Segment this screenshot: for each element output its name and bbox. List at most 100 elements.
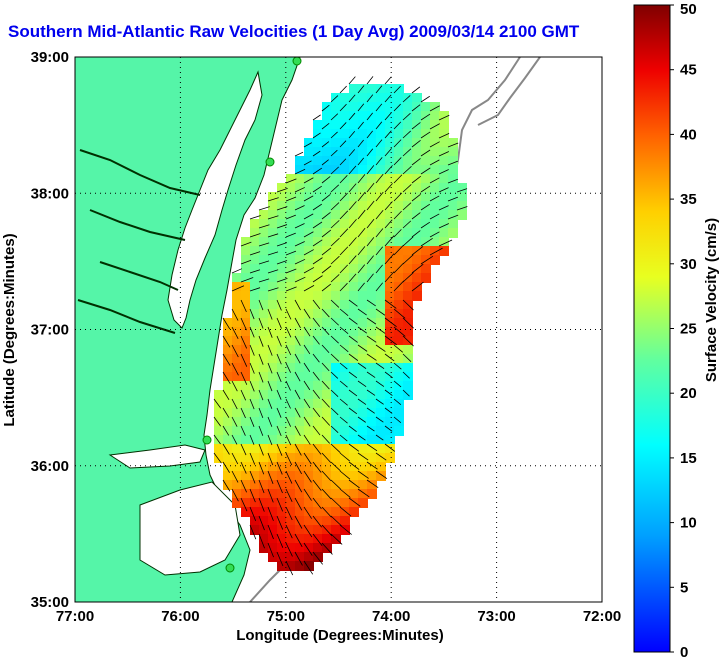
velocity-cell (250, 237, 260, 247)
velocity-cell (421, 246, 431, 256)
velocity-cell (313, 471, 323, 481)
velocity-vector (294, 335, 301, 346)
velocity-cell (232, 372, 242, 382)
velocity-cell (403, 165, 413, 175)
velocity-cell (358, 462, 368, 472)
velocity-vector (222, 317, 231, 330)
velocity-cell (331, 93, 341, 103)
station-marker (202, 435, 212, 445)
velocity-cell (268, 210, 278, 220)
velocity-cell (313, 453, 323, 463)
velocity-cell (439, 111, 449, 121)
velocity-cell (340, 462, 350, 472)
velocity-vector (321, 211, 331, 220)
velocity-cell (313, 480, 323, 490)
velocity-cell (259, 543, 269, 553)
velocity-cell (457, 192, 467, 202)
velocity-vector (357, 85, 365, 94)
velocity-cell (286, 336, 296, 346)
velocity-vector (231, 398, 238, 410)
velocity-vector (384, 389, 393, 396)
velocity-cell (394, 372, 404, 382)
velocity-cell (376, 309, 386, 319)
velocity-cell (313, 120, 323, 130)
velocity-vector (375, 103, 383, 112)
velocity-cell (322, 444, 332, 454)
velocity-vector (339, 380, 348, 388)
velocity-vector (384, 235, 395, 247)
velocity-cell (421, 165, 431, 175)
velocity-cell (358, 309, 368, 319)
velocity-vector (384, 299, 397, 309)
velocity-vector (339, 103, 347, 112)
velocity-cell (430, 120, 440, 130)
velocity-vector (357, 362, 367, 369)
velocity-cell (322, 111, 332, 121)
velocity-cell (322, 534, 332, 544)
velocity-cell (295, 363, 305, 373)
velocity-vector (222, 425, 230, 436)
velocity-vector (402, 371, 410, 379)
velocity-vector (321, 194, 331, 202)
velocity-cell (403, 147, 413, 157)
velocity-vector (258, 533, 265, 549)
velocity-vector (276, 479, 283, 494)
velocity-cell (241, 237, 251, 247)
velocity-cell (439, 129, 449, 139)
velocity-cell (331, 327, 341, 337)
velocity-vector (402, 148, 412, 157)
velocity-cell (340, 372, 350, 382)
velocity-cell (340, 444, 350, 454)
velocity-cell (349, 273, 359, 283)
velocity-vector (240, 443, 247, 456)
velocity-cell (304, 516, 314, 526)
velocity-cell (322, 129, 332, 139)
velocity-cell (340, 354, 350, 364)
velocity-vector (267, 362, 273, 374)
velocity-vector (249, 287, 261, 292)
velocity-cell (322, 255, 332, 265)
velocity-vector (384, 219, 393, 229)
velocity-cell (358, 246, 368, 256)
velocity-cell (421, 228, 431, 238)
velocity-cell (331, 453, 341, 463)
velocity-cell (304, 372, 314, 382)
velocity-vector (348, 112, 356, 121)
velocity-vector (276, 497, 284, 512)
velocity-cell (241, 246, 251, 256)
velocity-cell (250, 354, 260, 364)
velocity-vector (375, 308, 386, 316)
velocity-cell (214, 390, 224, 400)
velocity-cell (322, 273, 332, 283)
velocity-cell (241, 426, 251, 436)
velocity-vector (240, 335, 248, 349)
velocity-cell (376, 219, 386, 229)
velocity-cell (367, 282, 377, 292)
velocity-cell (430, 156, 440, 166)
velocity-cell (277, 408, 287, 418)
velocity-cell (259, 291, 269, 301)
velocity-cell (322, 516, 332, 526)
velocity-vector (258, 278, 270, 283)
velocity-vector (429, 195, 440, 202)
velocity-vector (393, 308, 406, 319)
velocity-vector (303, 506, 313, 519)
velocity-cell (295, 525, 305, 535)
velocity-cell (421, 264, 431, 274)
velocity-cell (250, 444, 260, 454)
velocity-vector (330, 131, 338, 139)
velocity-vector (393, 362, 402, 370)
velocity-cell (367, 300, 377, 310)
velocity-cell (304, 210, 314, 220)
velocity-cell (340, 426, 350, 436)
velocity-cell (232, 273, 242, 283)
velocity-cell (259, 228, 269, 238)
velocity-cell (349, 246, 359, 256)
velocity-cell (241, 273, 251, 283)
velocity-cell (385, 354, 395, 364)
velocity-cell (214, 399, 224, 409)
velocity-vector (303, 452, 312, 465)
velocity-cell (250, 291, 260, 301)
velocity-cell (385, 111, 395, 121)
velocity-cell (313, 543, 323, 553)
